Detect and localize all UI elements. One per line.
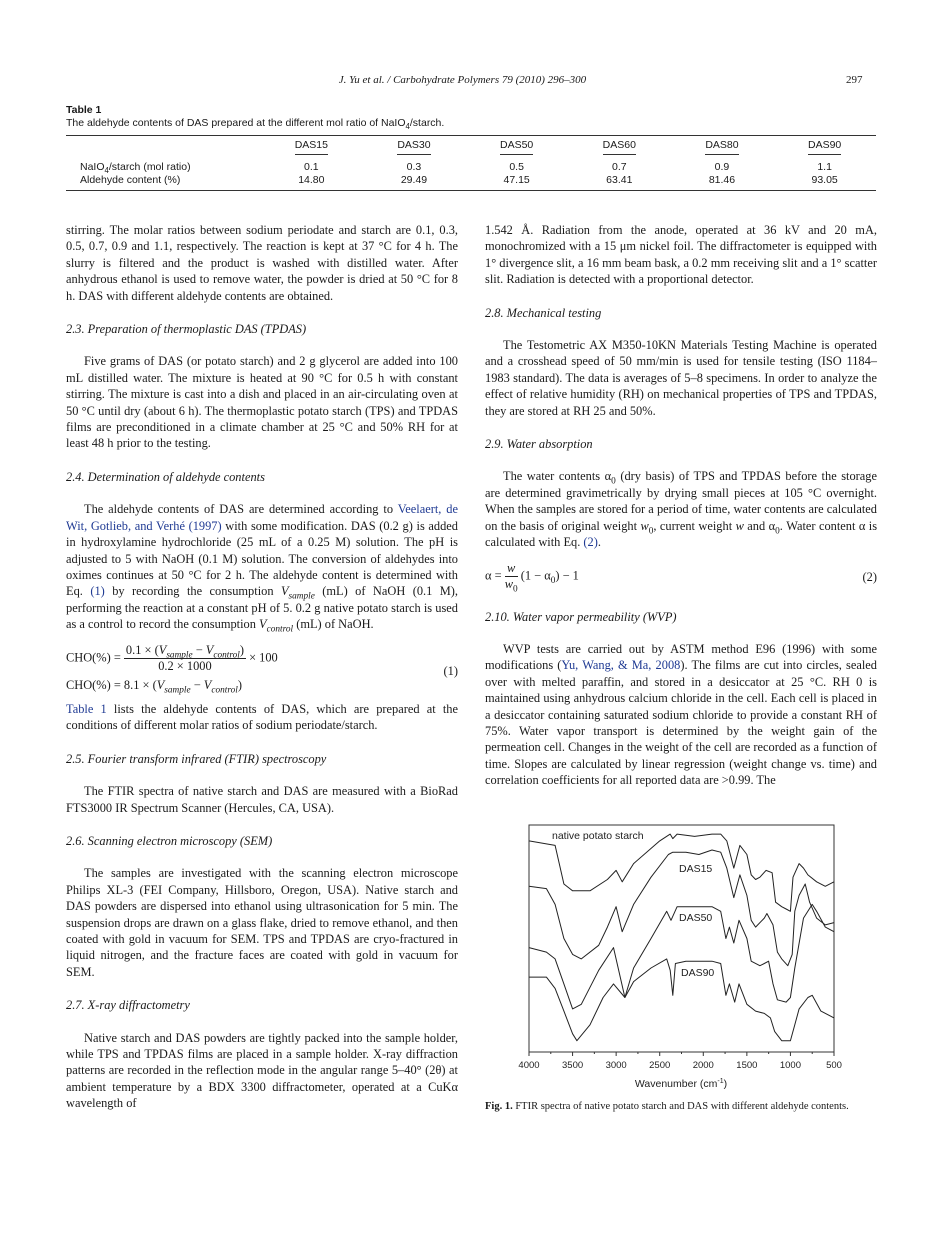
plot-frame bbox=[528, 824, 835, 1053]
table-cell: 29.49 bbox=[400, 174, 428, 186]
table-link[interactable]: Table 1 bbox=[66, 701, 107, 716]
section-heading: 2.3. Preparation of thermoplastic DAS (T… bbox=[66, 322, 307, 337]
table-cell: 81.46 bbox=[708, 174, 736, 186]
x-tick-label: 4000 bbox=[518, 1060, 539, 1071]
curve-label: DAS15 bbox=[679, 863, 712, 875]
table-cell: 0.9 bbox=[714, 161, 730, 173]
column-header: DAS60 bbox=[602, 139, 636, 155]
spectrum-line-das90 bbox=[529, 957, 835, 1041]
section-heading: 2.10. Water vapor permeability (WVP) bbox=[485, 609, 677, 624]
column-header: DAS15 bbox=[294, 139, 328, 155]
row-label: Aldehyde content (%) bbox=[80, 174, 181, 186]
spectrum-line-das15 bbox=[528, 849, 835, 966]
curve-label: DAS50 bbox=[679, 912, 712, 924]
table-cell: 1.1 bbox=[817, 161, 832, 173]
section-heading: 2.7. X-ray diffractometry bbox=[66, 998, 190, 1013]
x-tick-label: 2500 bbox=[649, 1060, 670, 1071]
table-cell: 0.3 bbox=[406, 161, 422, 173]
spectrum-line-native-potato-starch bbox=[528, 833, 835, 912]
table-row: NaIO4/starch (mol ratio) 0.1 0.3 0.5 0.7… bbox=[66, 157, 876, 176]
spectrum-line-das50 bbox=[528, 903, 835, 1009]
x-tick-label: 3500 bbox=[562, 1060, 583, 1071]
x-tick-label: 1000 bbox=[780, 1060, 801, 1071]
paragraph: WVP tests are carried out by ASTM method… bbox=[485, 641, 877, 788]
table-header-row: DAS15 DAS30 DAS50 DAS60 DAS80 DAS90 bbox=[66, 136, 876, 158]
page-number: 297 bbox=[846, 74, 863, 86]
x-tick-label: 500 bbox=[826, 1060, 842, 1071]
x-axis-label: Wavenumber (cm-1) bbox=[635, 1078, 727, 1090]
table-cell: 93.05 bbox=[811, 174, 838, 186]
section-heading: 2.6. Scanning electron microscopy (SEM) bbox=[66, 833, 273, 848]
column-header: DAS90 bbox=[808, 139, 842, 155]
table-cell: 47.15 bbox=[503, 174, 530, 186]
paragraph: The water contents α0 (dry basis) of TPS… bbox=[485, 469, 878, 550]
table-cell: 0.5 bbox=[509, 161, 524, 173]
right-column: 1.542 Å. Radiation from the anode, opera… bbox=[485, 222, 877, 1113]
column-header: DAS30 bbox=[397, 139, 431, 155]
section-heading: 2.4. Determination of aldehyde contents bbox=[66, 469, 265, 484]
reference-link[interactable]: Yu, Wang, & Ma, 2008 bbox=[561, 658, 681, 673]
paragraph: stirring. The molar ratios between sodiu… bbox=[66, 223, 458, 303]
section-heading: 2.9. Water absorption bbox=[485, 437, 593, 452]
paragraph: 1.542 Å. Radiation from the anode, opera… bbox=[485, 223, 877, 287]
paragraph: Table 1 lists the aldehyde contents of D… bbox=[66, 701, 458, 733]
table-1: DAS15 DAS30 DAS50 DAS60 DAS80 DAS90 NaIO… bbox=[66, 135, 876, 191]
equation-link[interactable]: (2) bbox=[583, 535, 598, 550]
figure-caption: Fig. 1. FTIR spectra of native potato st… bbox=[485, 1100, 849, 1112]
table-label: Table 1 bbox=[66, 104, 102, 116]
equation-2: α = w w0 (1 − α0) − 1 (2) bbox=[485, 560, 877, 594]
figure-1-ftir-chart: 4000 3500 3000 2500 2000 1500 1000 500 native p… bbox=[518, 824, 842, 1090]
paragraph: The FTIR spectra of native starch and DA… bbox=[66, 784, 458, 815]
paragraph: The aldehyde contents of DAS are determi… bbox=[66, 502, 459, 635]
row-label: NaIO4/starch (mol ratio) bbox=[80, 161, 191, 176]
table-caption: The aldehyde contents of DAS prepared at… bbox=[66, 117, 445, 132]
paragraph: The samples are investigated with the sc… bbox=[66, 866, 458, 979]
x-tick-label: 2000 bbox=[693, 1060, 714, 1071]
section-heading: 2.5. Fourier transform infrared (FTIR) s… bbox=[66, 751, 327, 766]
table-cell: 63.41 bbox=[606, 174, 633, 186]
paragraph: Native starch and DAS powders are tightl… bbox=[66, 1030, 458, 1111]
paragraph: The Testometric AX M350-10KN Materials T… bbox=[485, 338, 877, 418]
curve-label: DAS90 bbox=[681, 967, 714, 979]
x-tick-label: 3000 bbox=[606, 1060, 627, 1071]
running-head: J. Yu et al. / Carbohydrate Polymers 79 … bbox=[338, 74, 587, 86]
paragraph: Five grams of DAS (or potato starch) and… bbox=[66, 354, 458, 451]
table-cell: 14.80 bbox=[298, 174, 325, 186]
left-column: stirring. The molar ratios between sodiu… bbox=[66, 222, 458, 1112]
reference-link[interactable]: Veelaert, de Wit, Gotlieb, and Verhé (19… bbox=[66, 502, 458, 533]
section-heading: 2.8. Mechanical testing bbox=[485, 305, 602, 320]
equation-number: (1) bbox=[443, 663, 458, 678]
table-cell: 0.1 bbox=[304, 161, 319, 173]
equation-link[interactable]: (1) bbox=[90, 584, 105, 599]
column-header: DAS50 bbox=[500, 139, 534, 155]
x-tick-label: 1500 bbox=[736, 1060, 757, 1071]
equation-number: (2) bbox=[862, 569, 877, 584]
table-row: Aldehyde content (%) 14.80 29.49 47.15 6… bbox=[66, 174, 876, 191]
curve-label: native potato starch bbox=[552, 830, 644, 842]
table-cell: 0.7 bbox=[611, 161, 627, 173]
column-header: DAS80 bbox=[705, 139, 739, 155]
equation-1: CHO(%) = 0.1 × (Vsample − Vcontrol) 0.2 ×… bbox=[66, 642, 458, 695]
